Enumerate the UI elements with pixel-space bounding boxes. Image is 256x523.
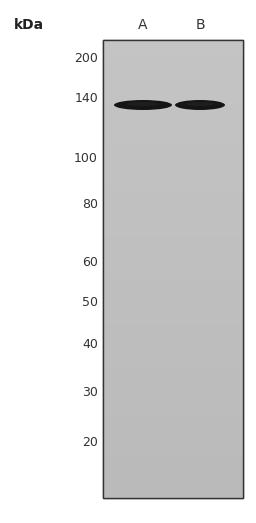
Text: kDa: kDa bbox=[14, 18, 44, 32]
Text: 50: 50 bbox=[82, 297, 98, 310]
Text: 80: 80 bbox=[82, 199, 98, 211]
Text: 30: 30 bbox=[82, 386, 98, 400]
Text: 140: 140 bbox=[74, 92, 98, 105]
Ellipse shape bbox=[175, 100, 225, 110]
Text: 100: 100 bbox=[74, 152, 98, 165]
Text: 20: 20 bbox=[82, 437, 98, 449]
Ellipse shape bbox=[114, 100, 172, 110]
Bar bbox=[103, 40, 243, 498]
Ellipse shape bbox=[127, 102, 159, 106]
Bar bbox=[103, 40, 243, 498]
Text: A: A bbox=[138, 18, 148, 32]
Text: 40: 40 bbox=[82, 338, 98, 351]
Text: 60: 60 bbox=[82, 256, 98, 269]
Text: 200: 200 bbox=[74, 51, 98, 64]
Text: B: B bbox=[195, 18, 205, 32]
Ellipse shape bbox=[186, 102, 214, 106]
